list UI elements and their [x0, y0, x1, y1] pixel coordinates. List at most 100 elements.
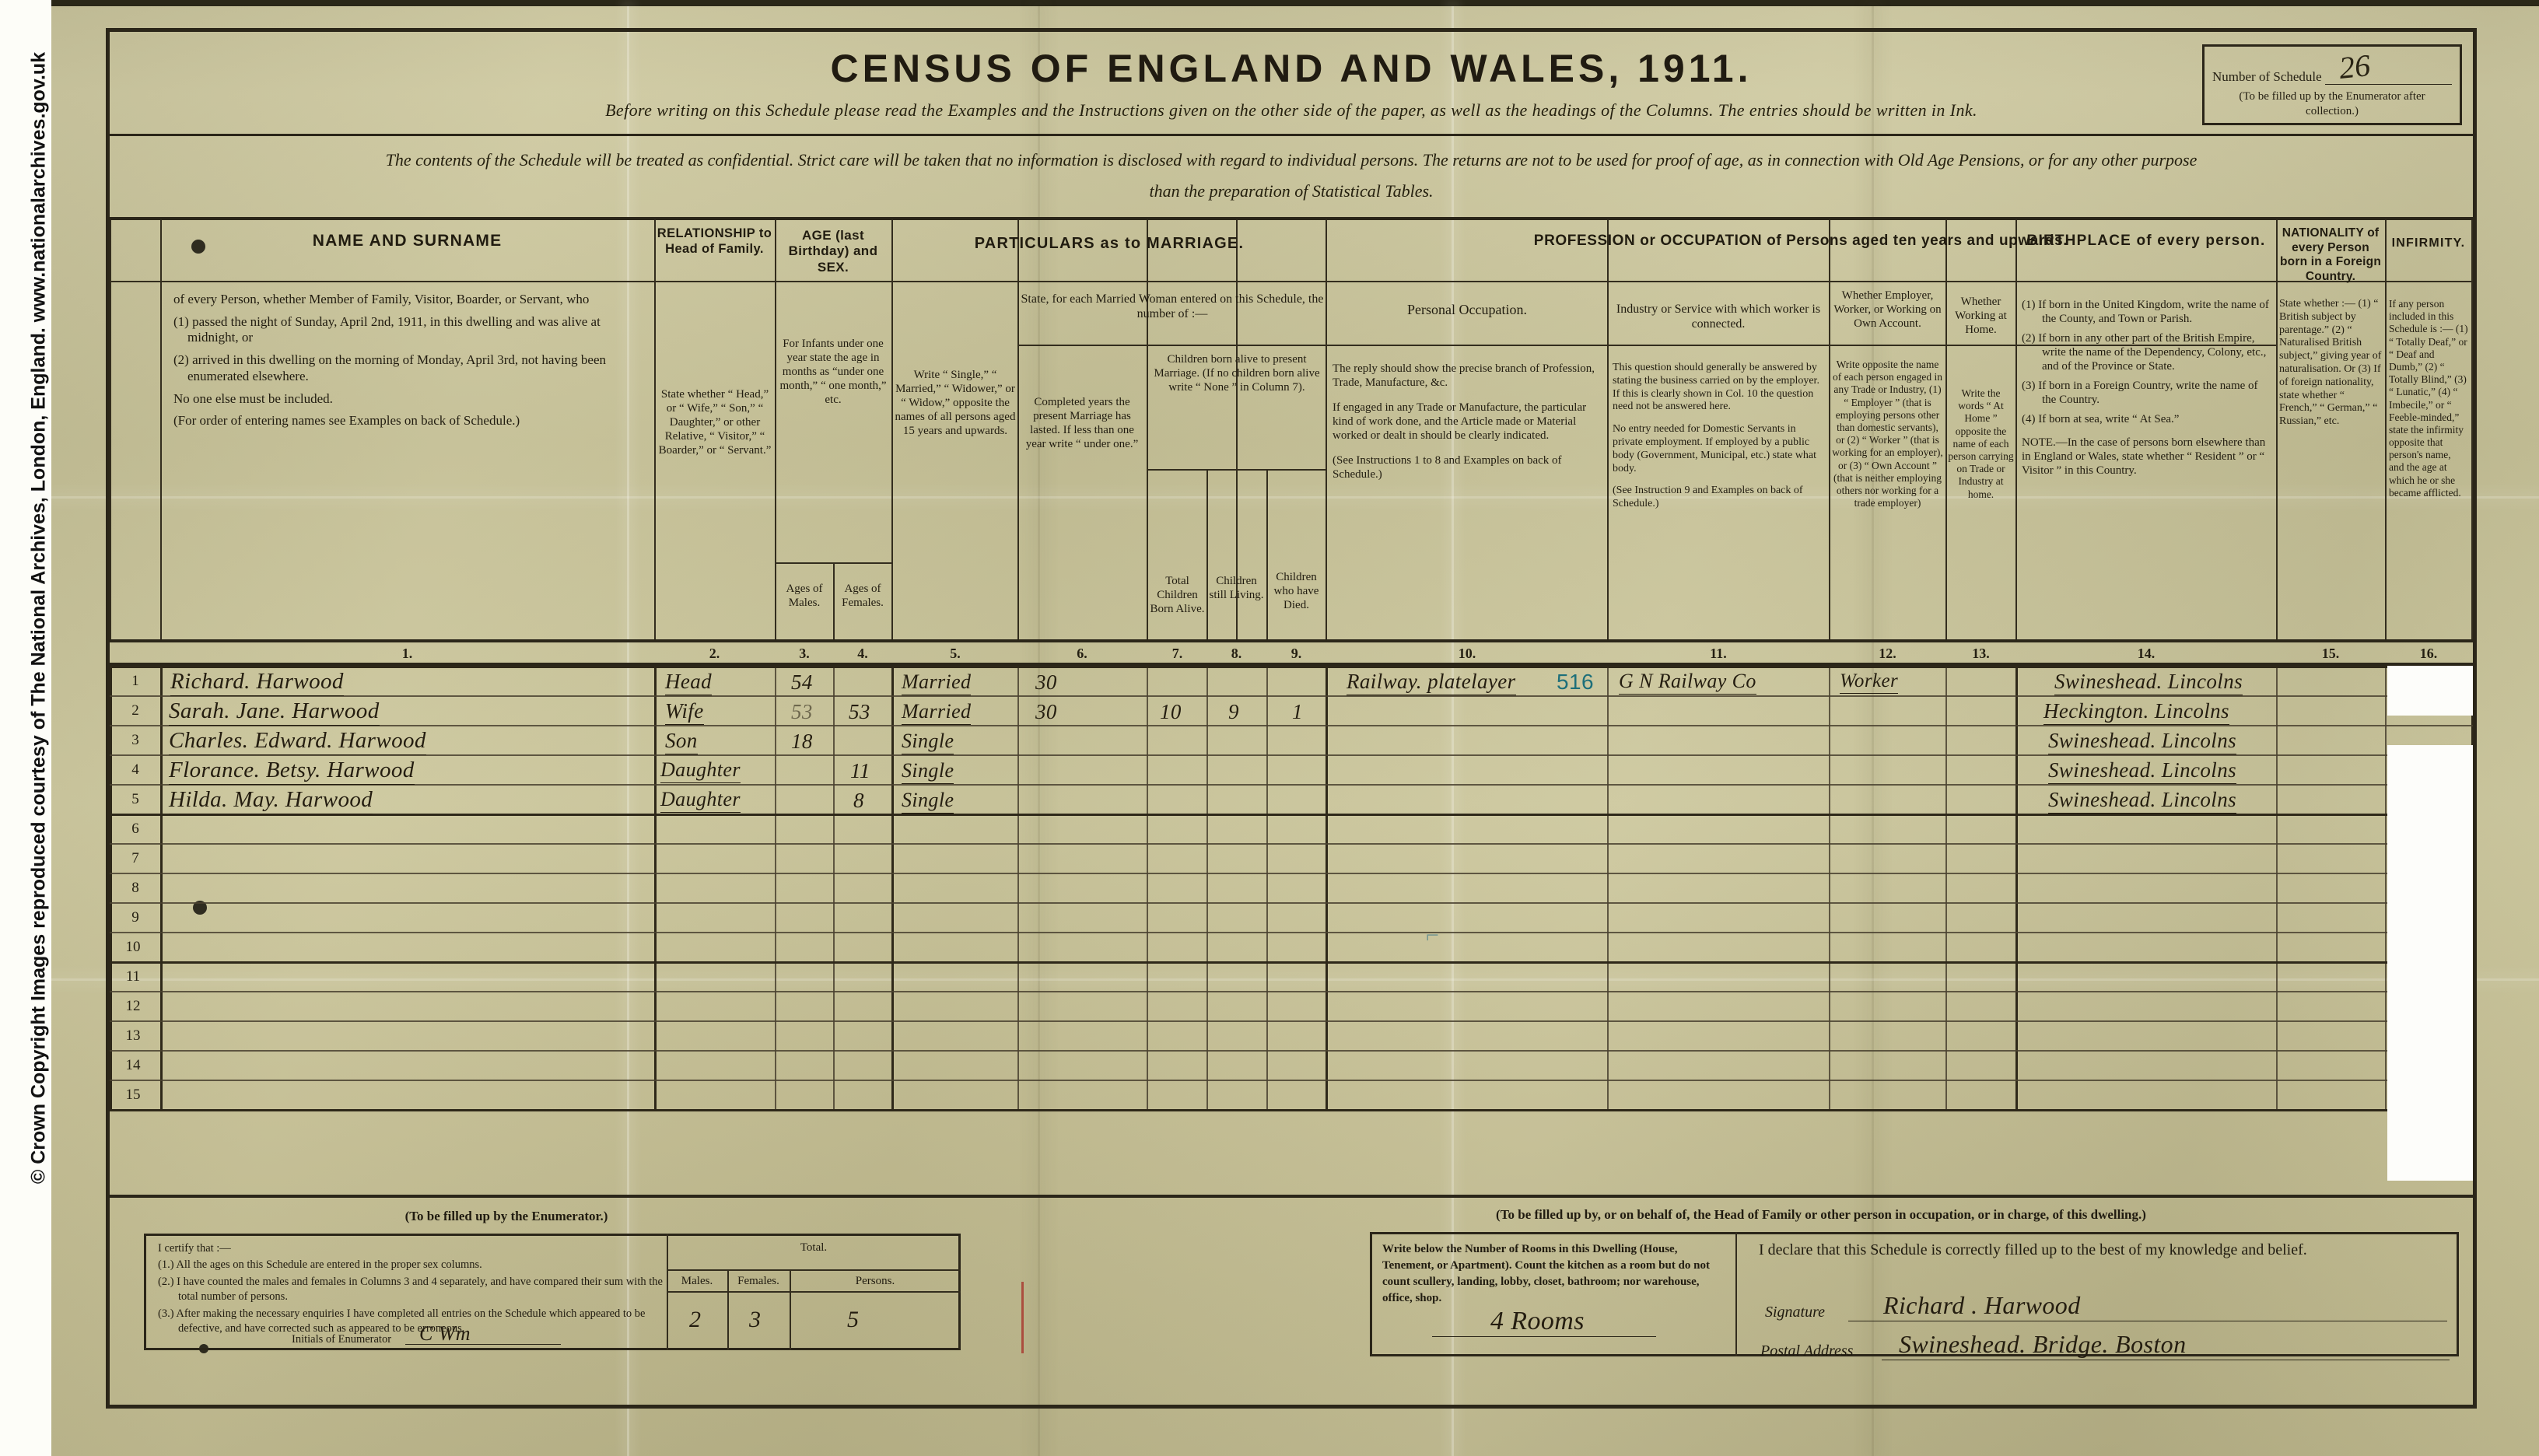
entry-employer[interactable]: Worker: [1840, 670, 1899, 694]
col-body-occupation-2: If engaged in any Trade or Manufacture, …: [1333, 401, 1587, 442]
confidentiality-line-1: The contents of the Schedule will be tre…: [385, 150, 2198, 170]
entry-condition[interactable]: Single: [902, 789, 954, 814]
col-body-industry-1: This question should generally be answer…: [1613, 362, 1819, 413]
row-number: 15: [125, 1087, 141, 1103]
declaration-box: [1370, 1232, 2459, 1356]
entry-marriage-years[interactable]: 30: [1035, 670, 1057, 694]
binding-hole: [193, 901, 207, 915]
entry-birthplace[interactable]: Swineshead. Lincolns: [2048, 788, 2236, 814]
entry-children-living[interactable]: 9: [1228, 700, 1239, 723]
totals-label: Total.: [800, 1241, 828, 1254]
colnum-7: 7.: [1171, 646, 1183, 661]
entry-children-born[interactable]: 10: [1160, 700, 1182, 723]
col-header-employer: Whether Employer, Worker, or Working on …: [1833, 289, 1942, 330]
entry-birthplace[interactable]: Swineshead. Lincolns: [2054, 670, 2243, 695]
entry-age-female[interactable]: 11: [850, 759, 870, 782]
persons-label: Persons.: [855, 1275, 895, 1287]
red-tally-mark: [1021, 1282, 1024, 1353]
col-body-employer: Write opposite the name of each person e…: [1832, 359, 1943, 509]
col-body-occupation-1: The reply should show the precise branch…: [1333, 362, 1595, 389]
entry-age-female[interactable]: 53: [849, 700, 870, 723]
row-number: 7: [131, 850, 139, 866]
colnum-3: 3.: [799, 646, 810, 661]
females-label: Females.: [737, 1275, 779, 1287]
colnum-16: 16.: [2419, 646, 2438, 661]
col-header-industry: Industry or Service with which worker is…: [1616, 303, 1821, 331]
row-number: 12: [125, 998, 141, 1014]
entry-name[interactable]: Hilda. May. Harwood: [169, 787, 373, 814]
schedule-number-note: (To be filled up by the Enumerator after…: [2239, 90, 2425, 117]
col-body-age: For Infants under one year state the age…: [779, 338, 887, 406]
entry-age-female[interactable]: 8: [853, 789, 864, 812]
signature-label: Signature: [1765, 1304, 1826, 1321]
colnum-12: 12.: [1879, 646, 1896, 661]
males-total-value[interactable]: 2: [689, 1307, 702, 1332]
col-body-name-5: (For order of entering names see Example…: [173, 413, 520, 429]
row-number: 3: [131, 732, 139, 748]
col-header-nationality: NATIONALITY of every Person born in a Fo…: [2280, 226, 2381, 283]
entry-marriage-years[interactable]: 30: [1035, 700, 1057, 723]
paper-fold: [51, 978, 2539, 981]
col-body-completed-years: Completed years the present Marriage has…: [1025, 396, 1139, 450]
entry-occupation[interactable]: Railway. platelayer: [1347, 670, 1516, 695]
entry-relationship[interactable]: Daughter: [660, 758, 741, 783]
col-body-birthplace-2: (2) If born in any other part of the Bri…: [2022, 332, 2267, 373]
entry-condition[interactable]: Married: [902, 670, 972, 695]
certify-item-3: (3.) After making the necessary enquirie…: [158, 1307, 646, 1335]
col-body-name-3: (2) arrived in this dwelling on the morn…: [173, 352, 607, 383]
entry-occupation-code: 516: [1557, 670, 1594, 694]
redaction-patch: [2387, 745, 2473, 1181]
schedule-number-value: 26: [2337, 47, 2372, 86]
entry-condition[interactable]: Single: [902, 730, 954, 754]
entry-birthplace[interactable]: Heckington. Lincolns: [2043, 699, 2229, 725]
entry-name[interactable]: Sarah. Jane. Harwood: [169, 698, 380, 726]
binding-hole: [191, 240, 205, 254]
entry-age-male-struck[interactable]: 53: [791, 700, 813, 723]
postal-address-label: Postal Address: [1760, 1342, 1854, 1360]
row-number: 6: [131, 821, 139, 837]
entry-age-male[interactable]: 18: [791, 730, 813, 753]
col-header-children-living: Children still Living.: [1209, 575, 1264, 601]
entry-relationship[interactable]: Daughter: [660, 788, 741, 813]
initials-field[interactable]: [405, 1344, 561, 1345]
entry-condition[interactable]: Married: [902, 700, 972, 725]
entry-name[interactable]: Charles. Edward. Harwood: [169, 728, 426, 755]
entry-name[interactable]: Richard. Harwood: [170, 669, 344, 696]
attribution-margin: © Crown Copyright Images reproduced cour…: [0, 0, 51, 1456]
entry-relationship[interactable]: Son: [665, 729, 698, 754]
entry-industry[interactable]: G N Railway Co: [1619, 670, 1756, 695]
rooms-field[interactable]: [1432, 1336, 1656, 1337]
column-header-region: NAME AND SURNAME of every Person, whethe…: [110, 220, 2473, 642]
entry-condition[interactable]: Single: [902, 759, 954, 784]
row-number: 8: [131, 880, 139, 896]
certify-heading: I certify that :—: [158, 1242, 231, 1255]
entry-age-male[interactable]: 54: [791, 670, 813, 694]
entry-children-died[interactable]: 1: [1292, 700, 1303, 723]
colnum-15: 15.: [2321, 646, 2340, 661]
entry-birthplace[interactable]: Swineshead. Lincolns: [2048, 758, 2236, 784]
initials-value: C Wm: [419, 1322, 471, 1345]
col-header-personal-occupation: Personal Occupation.: [1407, 302, 1527, 317]
entry-name[interactable]: Florance. Betsy. Harwood: [169, 758, 415, 785]
colnum-9: 9.: [1291, 646, 1302, 661]
rooms-value: 4 Rooms: [1490, 1307, 1585, 1335]
row-number: 4: [131, 761, 139, 778]
females-total-value[interactable]: 3: [749, 1307, 762, 1332]
col-header-age-females: Ages of Females.: [842, 583, 884, 609]
paper-fold: [627, 6, 629, 1456]
col-header-name: NAME AND SURNAME: [312, 232, 503, 250]
row-number: 11: [125, 968, 141, 985]
colnum-4: 4.: [857, 646, 868, 661]
colnum-10: 10.: [1458, 646, 1476, 661]
persons-total-value[interactable]: 5: [847, 1307, 860, 1332]
schedule-number-field[interactable]: 26: [2324, 47, 2452, 86]
entry-birthplace[interactable]: Swineshead. Lincolns: [2048, 729, 2236, 754]
entry-relationship[interactable]: Wife: [665, 699, 704, 725]
row-number: 10: [125, 939, 141, 955]
head-of-family-note: (To be filled up by, or on behalf of, th…: [1496, 1207, 2146, 1222]
colnum-14: 14.: [2137, 646, 2156, 661]
col-header-age-males: Ages of Males.: [786, 583, 823, 609]
col-body-birthplace-3: (3) If born in a Foreign Country, write …: [2022, 380, 2258, 406]
col-body-industry-3: (See Instruction 9 and Examples on back …: [1613, 485, 1803, 510]
entry-relationship[interactable]: Head: [665, 670, 713, 695]
